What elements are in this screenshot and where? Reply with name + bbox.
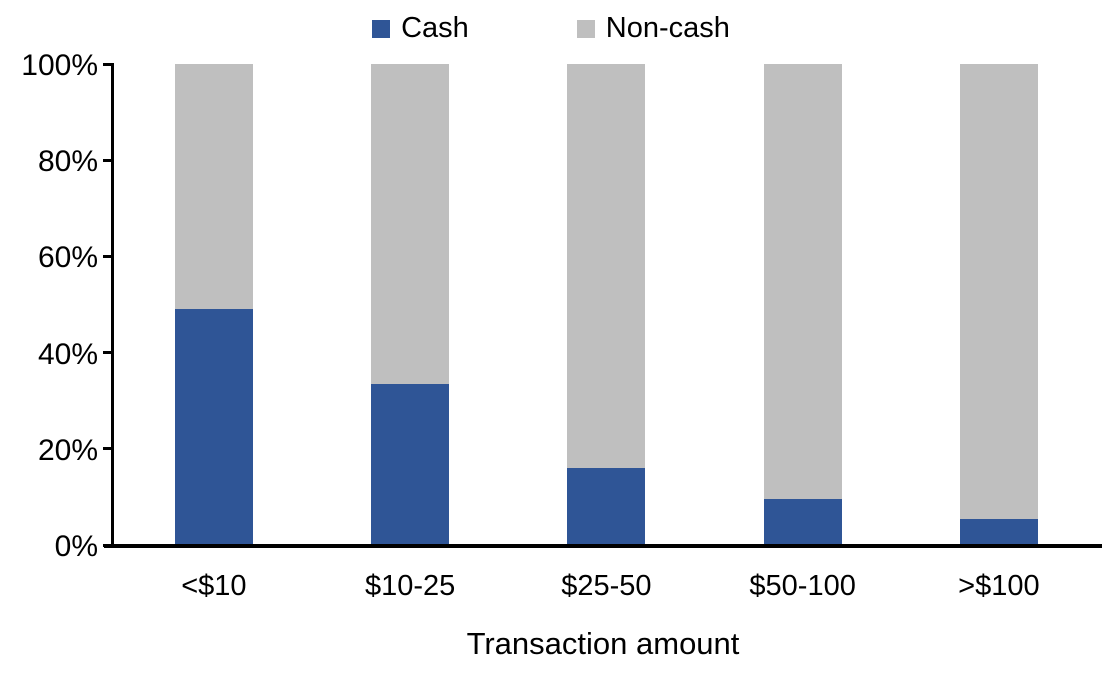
y-tick-mark xyxy=(103,254,114,258)
bar-segment-noncash xyxy=(763,64,842,500)
legend-item-cash: Cash xyxy=(372,14,469,43)
y-tick-mark xyxy=(103,62,114,66)
y-tick-mark xyxy=(103,447,114,451)
y-tick-label: 0% xyxy=(54,530,98,563)
x-category-label: $10-25 xyxy=(364,570,456,602)
y-tick-label: 60% xyxy=(37,241,98,275)
bar-segment-cash xyxy=(371,383,450,544)
x-category-label: <$10 xyxy=(181,570,247,602)
x-category-label: >$100 xyxy=(958,570,1040,602)
bar-segment-cash xyxy=(174,309,253,544)
legend-label-cash: Cash xyxy=(401,12,469,44)
y-tick-mark xyxy=(103,351,114,355)
legend-item-noncash: Non-cash xyxy=(576,12,730,44)
bar-segment-cash xyxy=(567,468,646,544)
y-tick-label: 80% xyxy=(37,145,98,179)
y-tick-label: 100% xyxy=(21,49,98,82)
bar-segment-noncash xyxy=(959,64,1038,519)
x-category-label: $25-50 xyxy=(561,570,652,602)
y-axis-line xyxy=(111,63,114,546)
y-tick-label: 20% xyxy=(37,433,98,467)
bar-segment-noncash xyxy=(174,64,253,310)
y-tick-label: 40% xyxy=(37,337,98,371)
legend-label-noncash: Non-cash xyxy=(605,12,730,44)
bar-segment-cash xyxy=(959,518,1038,544)
cash-legend-swatch-icon xyxy=(372,19,391,38)
x-axis-title: Transaction amount xyxy=(466,626,740,661)
y-tick-mark xyxy=(103,158,114,162)
bar-segment-noncash xyxy=(567,64,646,469)
noncash-legend-swatch-icon xyxy=(576,19,595,38)
x-axis-line xyxy=(104,544,1102,548)
chart-legend: Cash Non-cash xyxy=(0,14,1102,43)
x-category-label: $50-100 xyxy=(749,570,856,602)
bar-segment-noncash xyxy=(371,64,450,384)
bar-segment-cash xyxy=(763,499,842,544)
